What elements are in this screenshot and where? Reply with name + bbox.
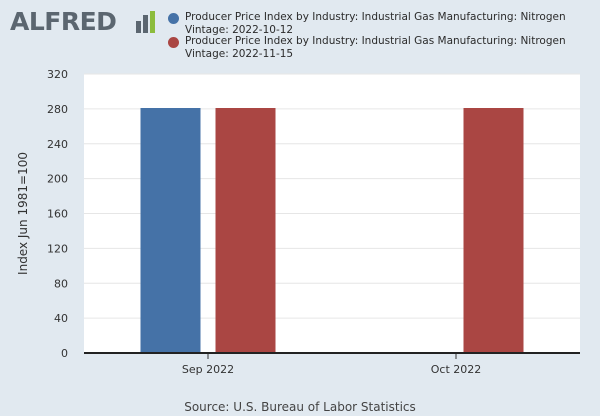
y-tick-label: 80 bbox=[54, 277, 68, 290]
legend-label: Producer Price Index by Industry: Indust… bbox=[185, 35, 566, 60]
bar-vintage-2022-11-15[interactable] bbox=[215, 108, 276, 353]
logo-bars-icon bbox=[136, 11, 155, 33]
legend-marker-blue bbox=[168, 13, 179, 24]
y-tick-label: 240 bbox=[47, 138, 68, 151]
bar-vintage-2022-10-12[interactable] bbox=[140, 108, 201, 353]
y-tick-label: 160 bbox=[47, 208, 68, 221]
y-axis-label: Index Jun 1981=100 bbox=[16, 152, 30, 275]
y-tick-label: 280 bbox=[47, 103, 68, 116]
legend-marker-red bbox=[168, 37, 179, 48]
x-tick-label: Oct 2022 bbox=[431, 363, 482, 376]
legend-label: Producer Price Index by Industry: Indust… bbox=[185, 11, 566, 36]
x-tick-label: Sep 2022 bbox=[182, 363, 234, 376]
source-note: Source: U.S. Bureau of Labor Statistics bbox=[184, 400, 416, 414]
logo-text: ALFRED bbox=[10, 7, 117, 36]
y-tick-label: 40 bbox=[54, 312, 68, 325]
y-tick-label: 0 bbox=[61, 347, 68, 360]
y-tick-label: 120 bbox=[47, 242, 68, 255]
y-tick-label: 200 bbox=[47, 173, 68, 186]
chart-header: ALFRED Producer Price Index by Industry:… bbox=[0, 0, 600, 66]
bar-vintage-2022-11-15[interactable] bbox=[463, 108, 524, 353]
y-tick-label: 320 bbox=[47, 68, 68, 81]
